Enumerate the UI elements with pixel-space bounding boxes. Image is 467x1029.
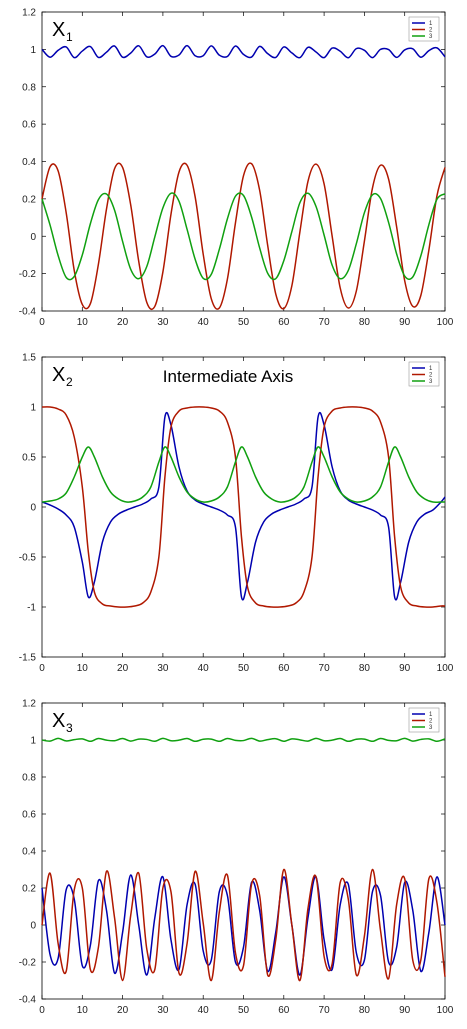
x-tick-label: 20 <box>117 1005 129 1016</box>
chart-panel-2: 0 10 20 30 40 50 60 70 80 90 100 -1.5 -1 -0.5 0 0.5 1 1.5… <box>19 353 454 675</box>
y-tick-label: 0.8 <box>22 82 36 93</box>
y-tick-label: 0.6 <box>22 120 36 131</box>
x-tick-label: 30 <box>157 317 169 328</box>
x-tick-label: 70 <box>319 317 331 328</box>
y-tick-label: 0.6 <box>22 810 36 821</box>
plot-frame <box>41 356 446 658</box>
series-line-1 <box>41 44 446 59</box>
y-tick-label: -0.2 <box>19 958 37 969</box>
series-line-3 <box>41 737 446 743</box>
panel-subscript: 1 <box>66 30 73 44</box>
legend-label: 1 <box>429 21 433 27</box>
series-line-3 <box>41 446 445 503</box>
legend-label: 3 <box>429 379 433 385</box>
x-tick-label: 0 <box>39 663 45 674</box>
x-tick-label: 20 <box>117 663 129 674</box>
x-tick-label: 10 <box>77 663 89 674</box>
y-tick-label: -1.5 <box>19 653 37 664</box>
series-line-2 <box>41 868 446 982</box>
x-tick-label: 30 <box>157 1005 169 1016</box>
legend-label: 3 <box>429 34 433 40</box>
chart-panel-3: 0 10 20 30 40 50 60 70 80 90 100 -0.4 -0.2 0 0.2 0.4 0.6… <box>19 699 454 1017</box>
panel-subscript: 3 <box>66 721 73 735</box>
x-tick-label: 50 <box>238 1005 250 1016</box>
y-tick-label: 0.2 <box>22 194 36 205</box>
panel-label: X <box>52 364 65 386</box>
x-tick-label: 50 <box>238 663 250 674</box>
y-tick-label: 1 <box>30 403 36 414</box>
x-tick-label: 100 <box>437 1005 454 1016</box>
legend-label: 1 <box>429 366 433 372</box>
plot-frame <box>41 702 446 1000</box>
y-tick-label: 0 <box>30 503 36 514</box>
plot-frame <box>41 11 446 312</box>
x-tick-label: 80 <box>359 1005 371 1016</box>
series-line-3 <box>41 192 446 281</box>
x-tick-label: 40 <box>198 317 210 328</box>
series-line-2 <box>41 406 446 608</box>
x-tick-label: 60 <box>278 663 290 674</box>
x-tick-label: 10 <box>77 1005 89 1016</box>
legend-label: 3 <box>429 725 433 731</box>
legend-label: 1 <box>429 712 433 718</box>
x-tick-label: 80 <box>359 663 371 674</box>
y-tick-label: 0.2 <box>22 884 36 895</box>
y-tick-label: 0 <box>30 921 36 932</box>
legend <box>408 16 440 42</box>
y-tick-label: 1 <box>30 736 36 747</box>
chart-panel-1: 0 10 20 30 40 50 60 70 80 90 100 -0.4 -0.2 0 0.2 0.4 0.6… <box>19 8 454 329</box>
y-tick-label: 1 <box>30 45 36 56</box>
x-tick-label: 10 <box>77 317 89 328</box>
y-tick-label: 1.5 <box>22 353 36 364</box>
panel-label: X <box>52 19 65 41</box>
x-tick-label: 70 <box>319 1005 331 1016</box>
series-line-1 <box>41 874 446 976</box>
y-tick-label: -0.2 <box>19 269 37 280</box>
y-tick-label: -1 <box>27 603 36 614</box>
series-line-2 <box>41 162 446 311</box>
x-tick-label: 100 <box>437 663 454 674</box>
y-tick-label: 0.4 <box>22 157 36 168</box>
y-tick-label: 1.2 <box>22 8 36 19</box>
x-tick-label: 90 <box>399 1005 411 1016</box>
legend-label: 2 <box>429 373 433 379</box>
x-tick-label: 40 <box>198 663 210 674</box>
y-tick-label: -0.5 <box>19 553 37 564</box>
x-tick-label: 60 <box>278 1005 290 1016</box>
chart-title: Intermediate Axis <box>163 367 293 386</box>
panel-subscript: 2 <box>66 375 73 389</box>
legend-label: 2 <box>429 28 433 34</box>
x-tick-label: 40 <box>198 1005 210 1016</box>
panel-label: X <box>52 710 65 732</box>
legend-label: 2 <box>429 719 433 725</box>
y-tick-label: -0.4 <box>19 307 37 318</box>
y-tick-label: 0.8 <box>22 773 36 784</box>
x-tick-label: 0 <box>39 1005 45 1016</box>
y-tick-label: 0 <box>30 232 36 243</box>
x-tick-label: 90 <box>399 317 411 328</box>
y-tick-label: 0.5 <box>22 453 36 464</box>
x-tick-label: 50 <box>238 317 250 328</box>
x-tick-label: 80 <box>359 317 371 328</box>
x-tick-label: 100 <box>437 317 454 328</box>
y-tick-label: -0.4 <box>19 995 37 1006</box>
x-tick-label: 90 <box>399 663 411 674</box>
x-tick-label: 0 <box>39 317 45 328</box>
y-tick-label: 0.4 <box>22 847 36 858</box>
x-tick-label: 20 <box>117 317 129 328</box>
x-tick-label: 70 <box>319 663 331 674</box>
y-tick-label: 1.2 <box>22 699 36 710</box>
x-tick-label: 60 <box>278 317 290 328</box>
x-tick-label: 30 <box>157 663 169 674</box>
series-line-1 <box>41 411 446 601</box>
